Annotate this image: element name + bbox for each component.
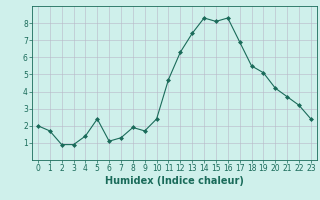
X-axis label: Humidex (Indice chaleur): Humidex (Indice chaleur) (105, 176, 244, 186)
